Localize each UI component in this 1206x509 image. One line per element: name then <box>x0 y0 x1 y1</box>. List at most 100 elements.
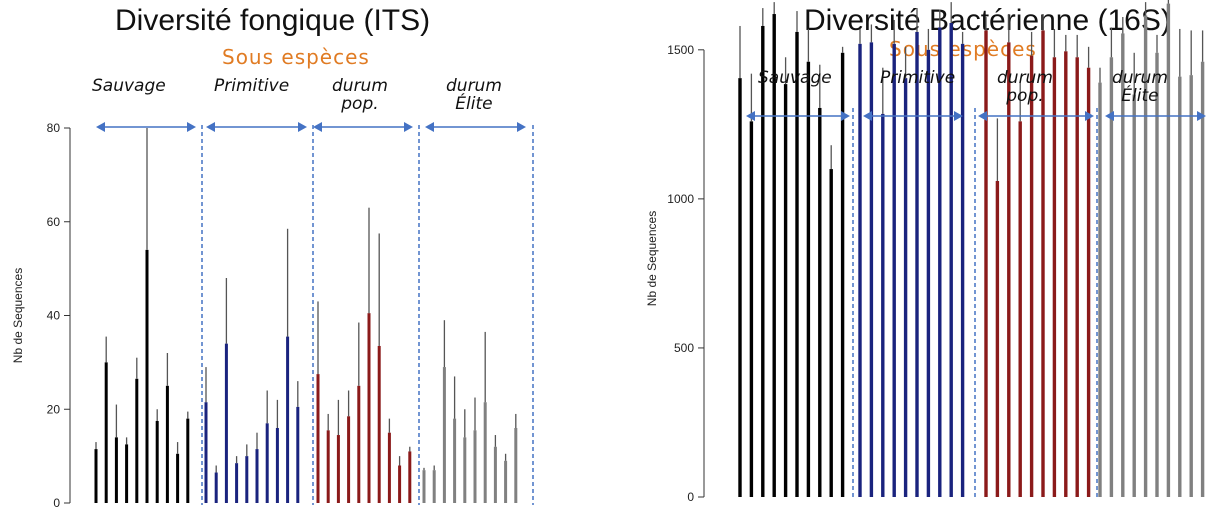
bar-durum-pop-6 <box>1041 30 1045 497</box>
bar-primitive-5 <box>245 456 249 503</box>
bar-durum-lite-9 <box>504 460 508 503</box>
bar-durum-pop-5 <box>1029 55 1034 498</box>
arrow-head-right <box>404 122 413 132</box>
arrow-head-left <box>313 122 322 132</box>
y-tick-label: 80 <box>47 121 61 135</box>
bar-primitive-7 <box>926 49 931 497</box>
arrow-head-left <box>425 122 434 132</box>
bar-primitive-2 <box>869 42 874 497</box>
bar-primitive-2 <box>214 472 218 503</box>
bar-durum-lite-6 <box>1155 52 1159 497</box>
bar-sauvage-1 <box>94 449 98 503</box>
bar-durum-lite-7 <box>483 402 487 503</box>
bar-durum-pop-3 <box>336 435 340 503</box>
y-tick-label: 40 <box>47 309 61 323</box>
bar-sauvage-6 <box>145 249 149 503</box>
bar-durum-lite-1 <box>422 470 426 503</box>
bar-sauvage-10 <box>840 52 845 497</box>
y-tick-label: 1500 <box>667 43 694 57</box>
bar-durum-lite-6 <box>473 430 477 503</box>
arrow-head-right <box>954 111 963 121</box>
bar-sauvage-8 <box>818 107 822 498</box>
bar-durum-pop-4 <box>1018 121 1022 498</box>
chart-title: Diversité fongique (ITS) <box>115 4 431 37</box>
its-bar-chart: 0 20 40 60 80 Nb de Sequences <box>11 121 534 509</box>
group-label-4: durum Élite <box>1112 68 1168 106</box>
bar-sauvage-4 <box>772 14 776 497</box>
bar-durum-lite-8 <box>493 446 497 503</box>
bar-sauvage-1 <box>738 78 742 498</box>
bar-sauvage-3 <box>761 25 765 498</box>
group-label-1: Sauvage <box>92 76 166 96</box>
bar-primitive-1 <box>858 43 862 497</box>
bar-sauvage-5 <box>135 378 139 503</box>
bar-primitive-1 <box>204 402 208 503</box>
bar-sauvage-2 <box>104 362 108 503</box>
arrow-head-left <box>1105 111 1114 121</box>
bar-sauvage-5 <box>783 84 788 498</box>
bar-primitive-5 <box>903 78 908 498</box>
bar-durum-pop-1 <box>316 374 320 503</box>
group-label-3: durum pop. <box>997 68 1053 106</box>
bar-durum-lite-5 <box>463 437 467 503</box>
bar-durum-pop-7 <box>1052 57 1057 497</box>
bar-durum-lite-3 <box>442 367 446 503</box>
bar-durum-pop-3 <box>1007 42 1011 497</box>
y-tick-label: 1000 <box>667 192 694 206</box>
bar-durum-lite-9 <box>1189 75 1193 497</box>
y-tick-label: 20 <box>47 402 61 416</box>
bar-durum-lite-3 <box>1121 33 1125 498</box>
bar-primitive-8 <box>938 27 942 497</box>
group-label-4: durum Élite <box>446 76 502 114</box>
bar-primitive-3 <box>224 343 228 503</box>
bar-durum-pop-2 <box>326 430 330 503</box>
bar-durum-lite-2 <box>1109 57 1114 497</box>
bar-sauvage-9 <box>176 453 180 503</box>
y-tick-label: 60 <box>47 215 61 229</box>
bar-sauvage-4 <box>125 444 129 503</box>
arrow-head-left <box>96 122 105 132</box>
bar-sauvage-7 <box>155 420 159 503</box>
arrow-head-left <box>206 122 215 132</box>
bar-primitive-8 <box>275 428 279 503</box>
bar-sauvage-7 <box>806 61 811 498</box>
group-label-2: Primitive <box>214 76 290 96</box>
bar-durum-lite-10 <box>1200 61 1205 498</box>
bar-durum-pop-10 <box>1086 67 1091 497</box>
bar-durum-pop-7 <box>377 345 381 503</box>
bar-primitive-9 <box>286 336 290 503</box>
bar-durum-pop-5 <box>357 385 361 503</box>
arrow-head-left <box>978 111 987 121</box>
bar-sauvage-8 <box>165 385 169 503</box>
y-axis-label: Nb de Sequences <box>11 268 25 363</box>
y-tick-label: 500 <box>674 341 694 355</box>
bar-primitive-4 <box>235 463 239 503</box>
arrow-head-right <box>187 122 196 132</box>
bar-durum-lite-8 <box>1178 76 1182 498</box>
chart-subtitle: Sous espèces <box>222 45 370 69</box>
bar-durum-pop-10 <box>408 451 412 503</box>
16s-chart-panel: Diversité Bactérienne (16S) Sous espèces… <box>600 0 1206 509</box>
bar-durum-lite-7 <box>1166 3 1171 498</box>
bar-durum-pop-9 <box>398 465 402 503</box>
arrow-head-left <box>863 111 872 121</box>
bar-primitive-10 <box>960 43 965 497</box>
bar-primitive-10 <box>296 406 300 503</box>
bar-durum-lite-1 <box>1098 82 1102 497</box>
bar-sauvage-10 <box>186 418 190 503</box>
y-axis-label: Nb de Sequences <box>645 211 659 306</box>
bar-sauvage-2 <box>749 121 754 498</box>
bar-primitive-4 <box>892 43 896 497</box>
arrow-head-right <box>298 122 307 132</box>
arrow-head-right <box>1085 111 1094 121</box>
bar-primitive-6 <box>915 31 919 498</box>
arrow-head-right <box>841 111 850 121</box>
group-label-3: durum pop. <box>332 76 388 114</box>
bar-durum-pop-2 <box>995 180 1000 498</box>
bar-primitive-9 <box>949 22 953 497</box>
bar-durum-lite-10 <box>514 428 518 503</box>
bar-sauvage-9 <box>829 169 833 497</box>
bar-durum-lite-4 <box>453 418 457 503</box>
bar-durum-pop-9 <box>1075 57 1079 497</box>
bar-sauvage-6 <box>795 31 799 498</box>
